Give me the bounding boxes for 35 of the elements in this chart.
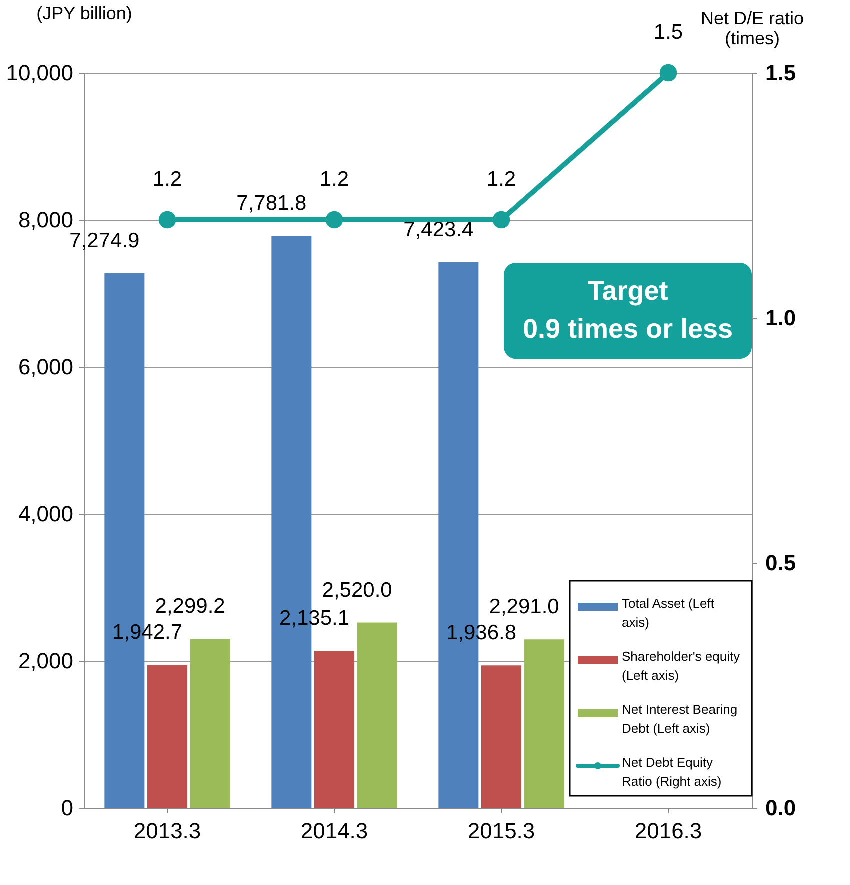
- y2-axis-title: Net D/E ratio (times): [700, 8, 804, 48]
- bar: [357, 622, 398, 808]
- y2-tick-label: 1.5: [766, 60, 796, 86]
- legend-label: Net Interest Bearing Debt (Left axis): [622, 702, 738, 736]
- x-tick-label: 2013.3: [134, 818, 202, 844]
- x-tick-label: 2014.3: [300, 818, 368, 844]
- data-label: 1.2: [320, 168, 350, 191]
- y-tick-label: 10,000: [6, 60, 74, 86]
- bar: [314, 651, 354, 808]
- y-tick-label: 4,000: [18, 502, 74, 526]
- bar: [524, 640, 564, 808]
- annotation: Target 0.9 times or less: [522, 276, 734, 344]
- x-tick-label: 2015.3: [468, 818, 536, 844]
- legend-label: Net Debt Equity Ratio (Right axis): [622, 755, 722, 789]
- y2-tick-label: 0.0: [766, 796, 796, 820]
- bar: [482, 666, 522, 808]
- y-tick-label: 0: [61, 796, 74, 820]
- legend-label: Total Asset (Left axis): [622, 596, 715, 630]
- x-tick-label: 2016.3: [634, 818, 702, 844]
- y-axis-title: (JPY billion): [36, 4, 132, 24]
- data-label: 1.5: [654, 21, 684, 44]
- data-label: 2,291.0: [489, 596, 560, 619]
- y-tick-label: 2,000: [18, 648, 74, 674]
- y-tick-label: 6,000: [18, 354, 74, 380]
- bar: [190, 639, 230, 808]
- data-label: 7,781.8: [236, 192, 307, 216]
- data-label: 1.2: [486, 168, 516, 191]
- data-label: 7,423.4: [404, 218, 474, 242]
- y2-tick-label: 1.0: [766, 306, 796, 330]
- data-label: 2,299.2: [155, 595, 226, 618]
- data-label: 2,520.0: [322, 578, 392, 602]
- y2-tick-label: 0.5: [766, 550, 796, 576]
- data-label: 1.2: [152, 168, 182, 191]
- legend-label: Shareholder's equity (Left axis): [622, 649, 741, 683]
- bar: [148, 665, 188, 808]
